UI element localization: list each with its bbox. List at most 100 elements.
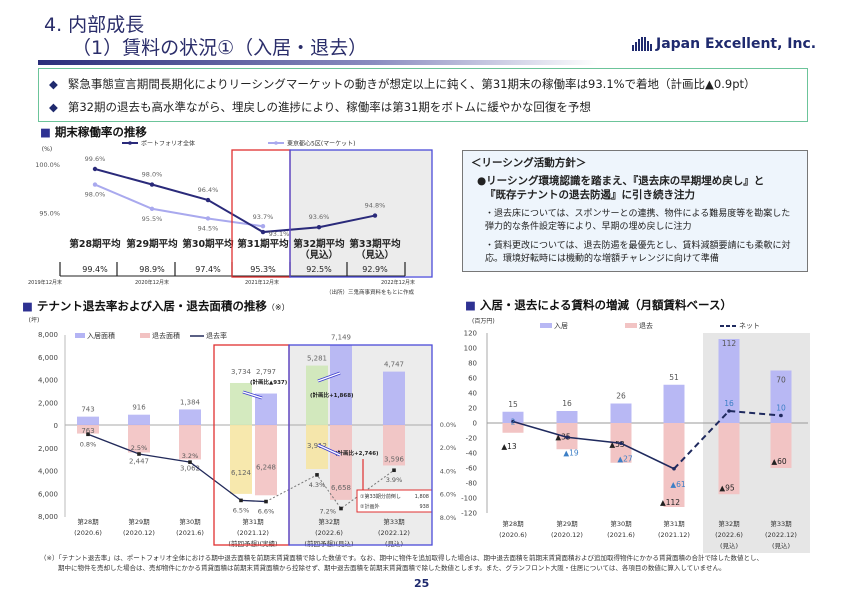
rate-label: 4.3% — [309, 481, 326, 489]
policy-sub-1: ・退去床については、スポンサーとの連携、物件による難易度等を勘案した弾力的な条件… — [485, 209, 791, 232]
net-line-actual — [512, 420, 675, 470]
arrow-icon-inner — [317, 444, 341, 456]
plan-move-out-label: 6,124 — [231, 469, 252, 477]
move-in-label: 7,149 — [331, 334, 351, 342]
y-tick-label: 100 — [464, 345, 477, 353]
y-tick-label: -80 — [466, 480, 477, 488]
summary-bullet: ◆ 第32期の退去も高水準ながら、埋戻しの進捗により、稼働率は第31期をボトムに緩… — [49, 96, 797, 119]
plan-move-in-label: 3,734 — [231, 368, 252, 376]
plan-move-out-bar — [230, 425, 252, 494]
section-rent-heading: ■ 入居・退去による賃料の増減（月額賃料ベース） — [465, 297, 732, 313]
data-point — [316, 225, 322, 230]
section-title: 入居・退去による賃料の増減（月額賃料ベース） — [479, 298, 732, 312]
period-average-value: 98.9% — [139, 265, 165, 274]
policy-main-1: ●リーシング環境認識を踏まえ、『退去床の早期埋め戻し』と — [477, 175, 765, 187]
y-tick-label: 6,000 — [38, 490, 58, 498]
net-label: ▲19 — [563, 448, 579, 457]
data-label: 99.6% — [85, 155, 106, 163]
rate-point — [86, 432, 90, 437]
data-point — [92, 182, 98, 187]
rate-label: 3.2% — [182, 452, 199, 460]
move-out-label: ▲60 — [771, 457, 787, 466]
y2-tick-label: 2.0% — [440, 444, 457, 452]
section-title: テナント退去率および入居・退去面積の推移 — [36, 299, 267, 313]
section-tenant-heading: ■ テナント退去率および入居・退去面積の推移（※） — [22, 298, 290, 314]
y-tick-label: -120 — [461, 510, 477, 518]
summary-text: 第32期の退去も高水準ながら、埋戻しの進捗により、稼働率は第31期をボトムに緩や… — [67, 100, 591, 114]
summary-bullet: ◆ 緊急事態宣言期間長期化によりリーシングマーケットの動きが想定以上に鈍く、第31… — [49, 73, 797, 96]
footnote-line: （※）「テナント退去率」は、ポートフォリオ全体における期中退去面積を前期末賃貸面… — [40, 554, 764, 562]
y-tick-label: 40 — [468, 390, 477, 398]
forecast-highlight-box — [289, 149, 433, 278]
y2-tick-label: 8.0% — [440, 514, 457, 522]
y-tick-label: 8,000 — [38, 331, 58, 339]
legend-marker — [274, 141, 278, 145]
summary-box: ◆ 緊急事態宣言期間長期化によりリーシングマーケットの動きが想定以上に鈍く、第31… — [38, 68, 808, 122]
data-label: 95.5% — [142, 215, 163, 223]
move-in-label: 743 — [81, 406, 94, 414]
data-point — [372, 213, 378, 218]
move-in-bar — [179, 409, 201, 425]
data-point — [205, 216, 211, 221]
move-out-bar — [330, 425, 352, 500]
y-tick-label: 4,000 — [38, 377, 58, 385]
move-in-bar — [77, 416, 99, 425]
arrow-icon-inner — [242, 391, 263, 399]
move-in-label: 70 — [776, 376, 786, 385]
category-sub: (2021.12) — [658, 531, 690, 539]
move-out-label: 6,658 — [331, 484, 351, 492]
callout-value: 1,808 — [415, 494, 429, 500]
move-out-label: ▲95 — [719, 483, 735, 492]
legend-swatch — [540, 323, 552, 328]
legend-label: 東京都心5区(マーケット) — [287, 140, 356, 148]
move-in-bar — [128, 414, 150, 425]
square-icon: ■ — [465, 298, 476, 312]
move-out-bar — [179, 425, 201, 460]
y-unit-label: (坪) — [29, 316, 40, 324]
rate-label: 6.6% — [258, 508, 275, 516]
x-date-label: 2020年12月末 — [135, 279, 169, 286]
move-out-bar — [502, 423, 524, 433]
move-out-label: 6,248 — [256, 463, 276, 471]
move-out-bar — [718, 423, 740, 495]
move-out-bar — [128, 425, 150, 453]
period-average-value: 95.3% — [250, 265, 276, 274]
move-in-bar — [556, 411, 578, 423]
category-sub: (2020.12) — [551, 531, 583, 539]
category-label: 第29期 — [128, 517, 150, 526]
rate-label: 6.5% — [233, 506, 250, 514]
data-point — [205, 197, 211, 203]
rate-line-forecast — [265, 469, 395, 510]
move-out-label: 3,062 — [180, 464, 200, 472]
y-tick-label: 100.0% — [35, 161, 60, 169]
data-label: 93.6% — [309, 213, 330, 221]
move-out-label: ▲53 — [609, 440, 625, 449]
y-tick-label: -20 — [466, 435, 477, 443]
net-line-forecast — [673, 409, 782, 470]
callout-value: 938 — [419, 504, 429, 510]
plan-diff-annotation: (計画比+2,746) — [335, 449, 379, 457]
move-in-bar — [255, 393, 277, 425]
y-tick-label: 2,000 — [38, 399, 58, 407]
net-label: ▲27 — [617, 454, 633, 463]
callout-text: ②計画外 — [360, 503, 379, 510]
move-in-label: 4,747 — [384, 361, 404, 369]
y-tick-label: 4,000 — [38, 468, 58, 476]
y-tick-label: -100 — [461, 495, 477, 503]
move-out-label: 3,596 — [384, 455, 405, 463]
square-icon: ■ — [40, 125, 51, 139]
period-average-value: 92.9% — [362, 265, 388, 274]
forecast-background — [290, 150, 432, 276]
rate-label: 7.2% — [319, 508, 336, 516]
data-point — [260, 229, 266, 235]
period-average-value: 97.4% — [195, 265, 221, 274]
move-out-bar — [770, 423, 792, 468]
data-label: 98.0% — [85, 191, 106, 199]
legend-label: 入居面積 — [87, 331, 115, 340]
category-label: 第31期 — [663, 519, 685, 528]
category-sub: (2021.6) — [607, 531, 635, 539]
data-label: 94.8% — [365, 202, 386, 210]
category-note: (見込) — [385, 539, 403, 548]
policy-main-2: 『既存テナントの退去防遏』に引き続き注力 — [485, 189, 695, 201]
